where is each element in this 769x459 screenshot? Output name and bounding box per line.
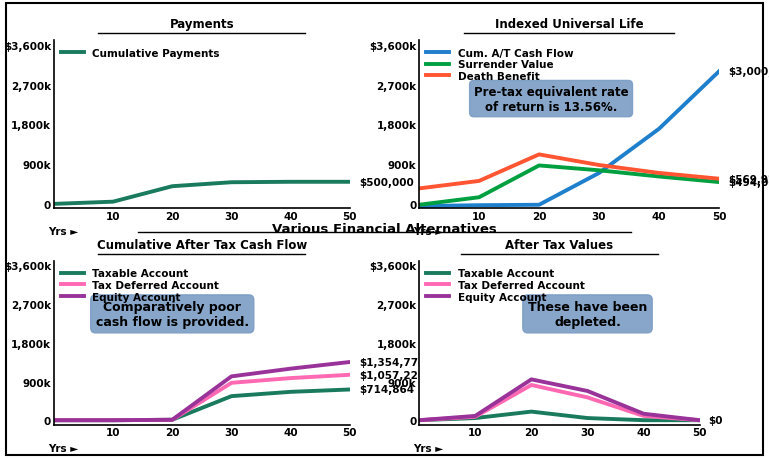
Text: Yrs ►: Yrs ► [48, 443, 78, 453]
Legend: Taxable Account, Tax Deferred Account, Equity Account: Taxable Account, Tax Deferred Account, E… [424, 267, 587, 304]
Text: $1,057,226: $1,057,226 [359, 370, 425, 380]
Point [420, 202, 429, 207]
Text: Cumulative After Tax Cash Flow: Cumulative After Tax Cash Flow [97, 239, 307, 252]
Text: $500,000: $500,000 [359, 177, 414, 187]
Legend: Cum. A/T Cash Flow, Surrender Value, Death Benefit: Cum. A/T Cash Flow, Surrender Value, Dea… [424, 46, 575, 84]
Text: These have been
depleted.: These have been depleted. [528, 300, 647, 328]
Legend: Cumulative Payments: Cumulative Payments [59, 46, 222, 61]
Legend: Taxable Account, Tax Deferred Account, Equity Account: Taxable Account, Tax Deferred Account, E… [59, 267, 221, 304]
Point [55, 202, 64, 207]
Text: Pre-tax equivalent rate
of return is 13.56%.: Pre-tax equivalent rate of return is 13.… [474, 85, 628, 113]
Text: Yrs ►: Yrs ► [48, 227, 78, 237]
Point [50, 202, 59, 207]
Text: $714,864: $714,864 [359, 385, 414, 395]
Point [50, 418, 59, 423]
Text: Yrs ►: Yrs ► [414, 227, 444, 237]
Point [415, 418, 424, 423]
Point [419, 418, 428, 423]
Point [55, 418, 64, 423]
Text: After Tax Values: After Tax Values [505, 239, 614, 252]
Text: Comparatively poor
cash flow is provided.: Comparatively poor cash flow is provided… [95, 300, 249, 328]
Point [415, 202, 424, 207]
Text: $494,052: $494,052 [728, 178, 769, 188]
Text: Indexed Universal Life: Indexed Universal Life [494, 18, 644, 31]
Text: Yrs ►: Yrs ► [414, 443, 444, 453]
Text: $569,924: $569,924 [728, 174, 769, 185]
Text: $0: $0 [708, 415, 723, 425]
Text: $1,354,774: $1,354,774 [359, 357, 425, 367]
Text: Various Financial Alternatives: Various Financial Alternatives [272, 222, 497, 235]
Text: Payments: Payments [169, 18, 235, 31]
Text: $3,000,000: $3,000,000 [728, 67, 769, 77]
